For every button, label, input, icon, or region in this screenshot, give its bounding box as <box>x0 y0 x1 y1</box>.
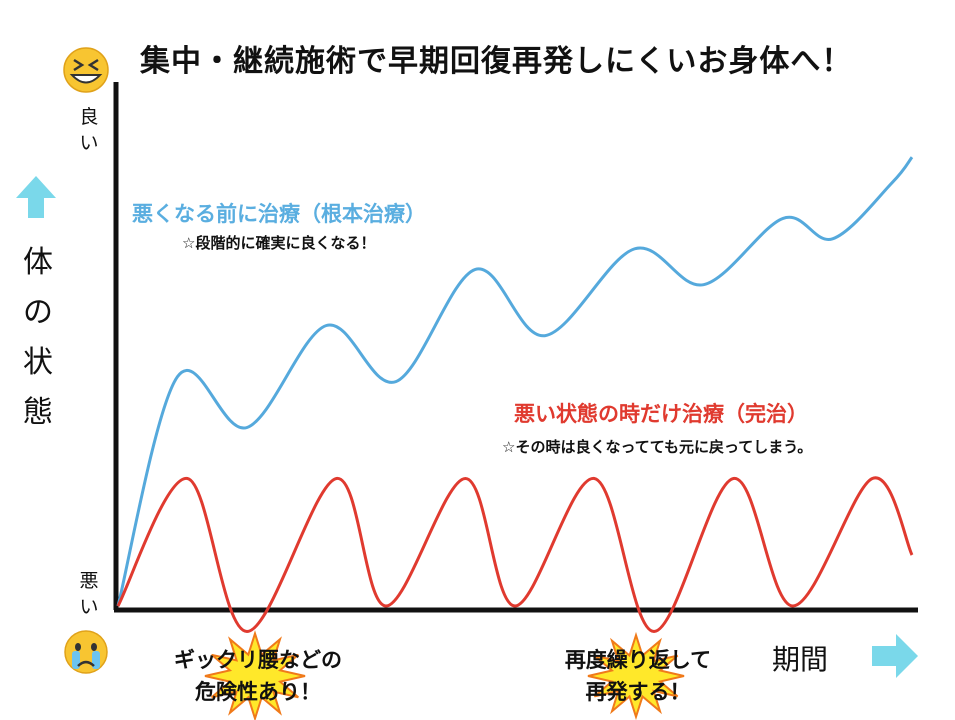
grinning-squint-emoji-icon <box>63 47 109 93</box>
x-axis-label: 期間 <box>772 643 829 676</box>
series-line-temporary-treatment <box>116 476 914 634</box>
y-tick-good: 良い <box>76 104 102 156</box>
series-note-temporary-treatment: ☆その時は良くなってても元に戻ってしまう。 <box>502 438 813 456</box>
warning-burst-2 <box>587 631 685 720</box>
warning-annotation-2: 再度繰り返して 再発する！ <box>528 644 748 708</box>
series-label-root-treatment: 悪くなる前に治療（根本治療） <box>132 202 426 226</box>
warning-burst-1 <box>204 630 306 720</box>
y-tick-good-text: 良い <box>79 106 99 154</box>
series-line-root-treatment <box>116 156 914 607</box>
y-axis-label: 体の状態 <box>18 238 58 438</box>
series-note-root-treatment: ☆段階的に確実に良くなる！ <box>182 234 376 252</box>
warning-annotation-2-line-2: 再発する！ <box>585 680 691 704</box>
page-title: 集中・継続施術で早期回復再発しにくいお身体へ！ <box>140 44 853 79</box>
warning-annotation-1-line-2: 危険性あり！ <box>195 680 321 704</box>
warning-annotation-1: ギックリ腰などの 危険性あり！ <box>148 644 368 708</box>
y-tick-bad-text: 悪い <box>79 570 99 618</box>
crying-emoji-icon <box>64 630 108 674</box>
cyan-up-arrow-icon <box>16 176 56 218</box>
warning-annotation-2-line-1: 再度繰り返して <box>564 648 712 672</box>
cyan-right-arrow-icon <box>872 634 918 678</box>
y-axis-label-text: 体の状態 <box>23 245 53 430</box>
series-label-temporary-treatment: 悪い状態の時だけ治療（完治） <box>514 402 808 426</box>
y-tick-bad: 悪い <box>76 568 102 620</box>
warning-annotation-1-line-1: ギックリ腰などの <box>174 648 342 672</box>
